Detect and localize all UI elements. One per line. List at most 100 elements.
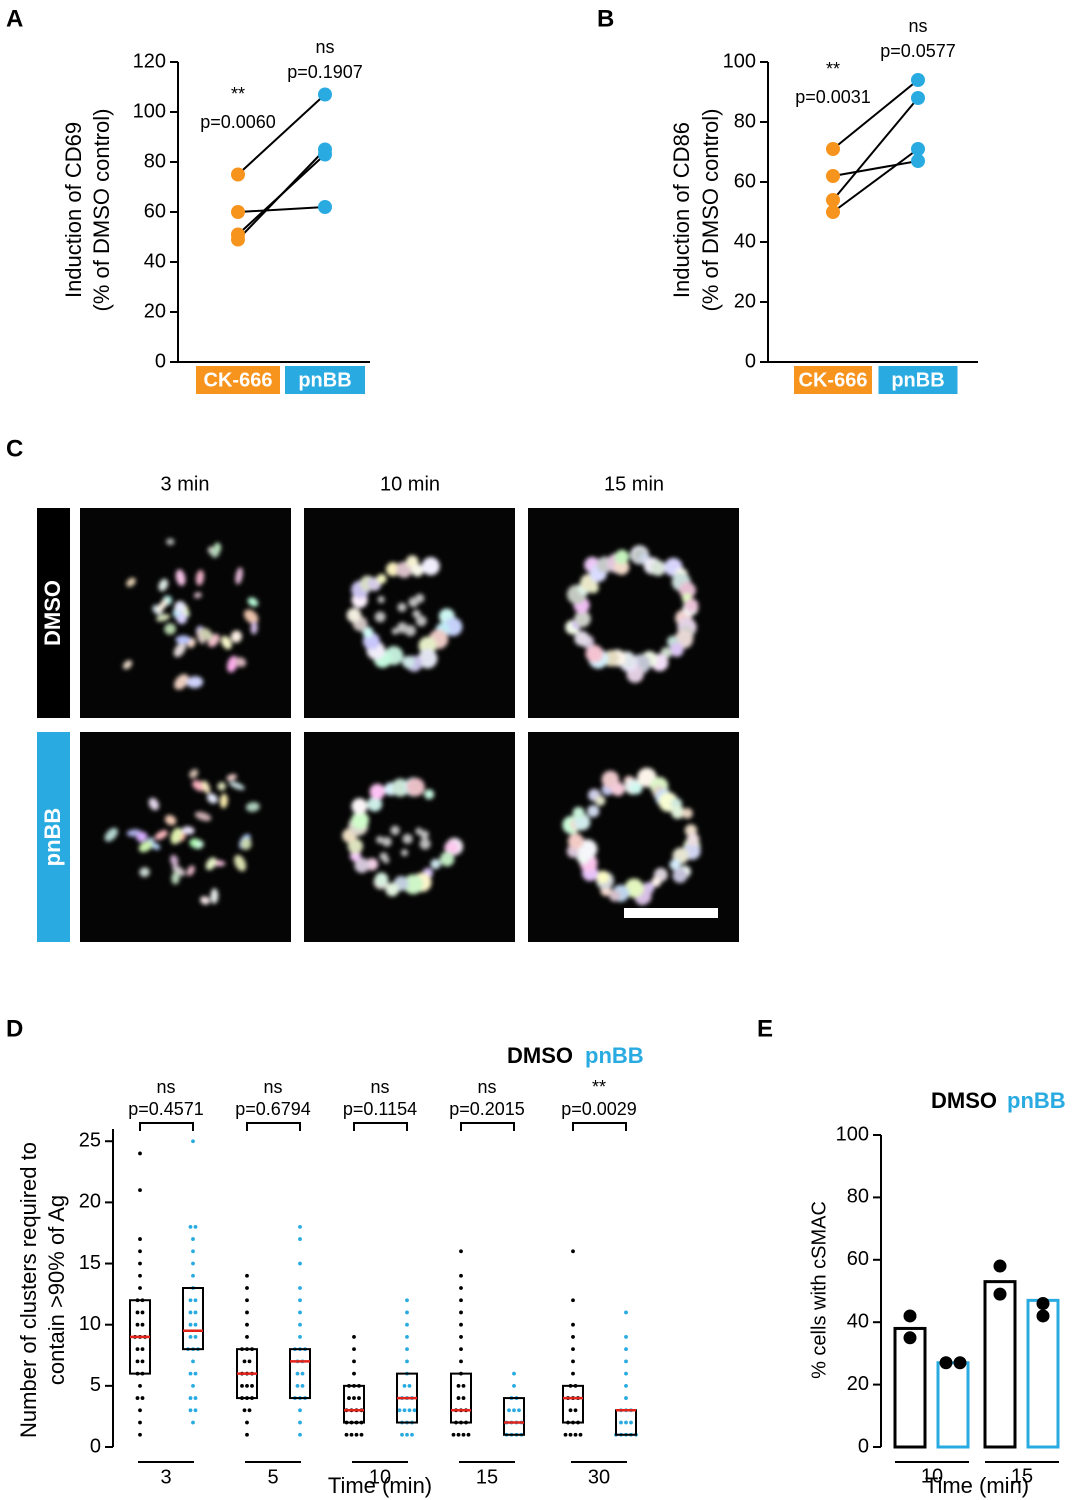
cluster xyxy=(351,811,370,829)
data-point xyxy=(138,1261,142,1266)
data-point xyxy=(412,1408,417,1413)
data-point xyxy=(568,1408,573,1413)
cluster xyxy=(217,781,226,791)
cluster xyxy=(174,600,186,613)
cluster xyxy=(195,569,205,586)
data-point xyxy=(138,1432,142,1437)
x-tick-label: 15 xyxy=(476,1466,498,1488)
cluster xyxy=(176,614,187,624)
y-axis-label: Induction of CD69 xyxy=(61,122,86,298)
cluster xyxy=(671,805,685,819)
data-point xyxy=(624,1335,628,1339)
y-axis-label: % cells with cSMAC xyxy=(808,1201,830,1379)
box xyxy=(503,1397,525,1436)
data-point xyxy=(402,1383,407,1388)
annotation: p=0.0060 xyxy=(200,112,276,132)
panel-label: C xyxy=(6,435,23,462)
data-point xyxy=(193,1224,198,1229)
cluster xyxy=(170,827,182,845)
data-point xyxy=(466,1432,471,1437)
data-point xyxy=(298,1261,302,1266)
pair-line xyxy=(832,79,919,150)
data-point xyxy=(318,142,332,157)
cluster xyxy=(609,890,621,902)
annotation: ns xyxy=(263,1077,282,1097)
data-point xyxy=(298,1298,302,1303)
significance-bracket xyxy=(572,1122,627,1131)
box xyxy=(289,1348,311,1400)
data-point xyxy=(318,87,332,102)
data-point xyxy=(298,1335,302,1339)
annotation: p=0.0031 xyxy=(795,87,871,107)
data-point xyxy=(240,1383,244,1388)
y-axis-label: Number of clusters required to xyxy=(16,1142,41,1438)
data-point xyxy=(135,1359,140,1364)
y-axis-label: Induction of CD86 xyxy=(669,122,694,298)
data-point xyxy=(405,1347,409,1352)
cluster xyxy=(415,615,427,627)
data-point xyxy=(245,1420,249,1425)
data-point xyxy=(578,1432,583,1437)
data-point xyxy=(352,1396,356,1400)
data-point xyxy=(250,1383,254,1388)
row-label-bar xyxy=(37,508,70,718)
data-point xyxy=(624,1359,628,1364)
annotation: p=0.0029 xyxy=(561,1099,637,1119)
data-point xyxy=(295,1383,300,1388)
annotation: p=0.1907 xyxy=(287,62,363,82)
x-axis-label: Time (min) xyxy=(925,1473,1029,1498)
data-point xyxy=(939,1356,953,1370)
data-point xyxy=(138,1237,142,1241)
annotation: p=0.6794 xyxy=(235,1099,311,1119)
cluster xyxy=(234,657,247,668)
data-point xyxy=(407,1383,412,1388)
data-point xyxy=(402,1408,407,1413)
annotation: ns xyxy=(370,1077,389,1097)
data-point xyxy=(188,1322,193,1327)
data-point xyxy=(571,1335,575,1339)
cluster xyxy=(414,593,425,604)
data-point xyxy=(245,1310,249,1315)
data-point xyxy=(140,1347,145,1352)
y-tick-label: 0 xyxy=(155,350,166,372)
data-point xyxy=(245,1335,249,1339)
data-point xyxy=(247,1408,252,1413)
data-point xyxy=(135,1322,140,1327)
cluster xyxy=(390,825,400,836)
category-box xyxy=(794,366,872,394)
data-point xyxy=(135,1347,140,1352)
y-axis-label: (% of DMSO control) xyxy=(89,109,114,312)
data-point xyxy=(193,1298,198,1303)
column-header: 3 min xyxy=(161,473,210,495)
data-point xyxy=(352,1347,356,1352)
cluster xyxy=(247,597,259,607)
cluster xyxy=(624,878,644,898)
cluster xyxy=(230,630,242,643)
cluster xyxy=(377,596,385,604)
cluster xyxy=(189,769,199,779)
annotation: p=0.4571 xyxy=(128,1099,204,1119)
category-label: CK-666 xyxy=(799,369,868,391)
y-tick-label: 25 xyxy=(79,1130,101,1152)
data-point xyxy=(231,205,245,219)
data-point xyxy=(624,1420,628,1425)
data-point xyxy=(188,1335,193,1339)
data-point xyxy=(247,1359,252,1364)
cluster xyxy=(122,660,133,670)
data-point xyxy=(242,1408,247,1413)
bar xyxy=(936,1361,970,1449)
pair-line xyxy=(237,148,326,241)
annotation: p=0.1154 xyxy=(343,1099,417,1119)
cluster xyxy=(411,564,424,577)
data-point xyxy=(300,1371,305,1376)
data-point xyxy=(993,1287,1007,1301)
cluster xyxy=(385,562,400,577)
cluster xyxy=(669,642,684,657)
cluster xyxy=(678,581,696,599)
cluster xyxy=(572,806,585,819)
data-point xyxy=(138,1383,142,1388)
data-point xyxy=(911,73,925,87)
data-point xyxy=(347,1396,351,1400)
data-point xyxy=(191,1359,195,1364)
micrograph-signal xyxy=(562,767,701,906)
